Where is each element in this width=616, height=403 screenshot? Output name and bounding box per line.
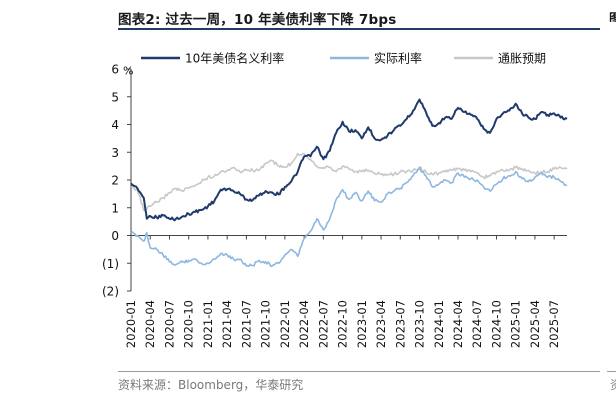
source-note: 资料来源：Bloomberg，华泰研究 — [118, 378, 304, 392]
x-tick-label: 2024-01 — [432, 300, 446, 348]
x-tick-label: 2022-07 — [316, 300, 330, 348]
x-tick-label: 2024-04 — [451, 300, 465, 348]
y-tick-label: (1) — [102, 257, 119, 271]
x-tick-label: 2025-01 — [509, 300, 523, 348]
x-tick-label: 2020-07 — [162, 300, 176, 348]
series-line-2 — [130, 152, 568, 212]
x-tick-label: 2021-04 — [220, 300, 234, 348]
y-tick-label: 3 — [111, 146, 119, 160]
axes: 6 5 4 3 2 1 0 (1) (2)% 2020-01 2020-04 2020-07 2020-… — [102, 63, 567, 348]
y-tick-label: 6 — [111, 63, 119, 77]
series-line-1 — [130, 166, 568, 268]
series-lines — [130, 98, 568, 268]
x-tick-label: 2021-10 — [259, 300, 273, 348]
title-divider — [118, 28, 600, 30]
y-tick-label: 5 — [111, 90, 119, 104]
legend-label-2: 通胀预期 — [498, 52, 546, 66]
y-tick-label: (2) — [102, 285, 119, 299]
series-line-0 — [130, 98, 568, 222]
x-tick-label: 2022-01 — [278, 300, 292, 348]
x-tick-label: 2023-04 — [374, 300, 388, 348]
figure-title: 图表2: 过去一周，10 年美债利率下降 7bps — [118, 12, 397, 28]
x-tick-label: 2023-01 — [355, 300, 369, 348]
x-tick-label: 2021-07 — [239, 300, 253, 348]
x-tick-label: 2024-07 — [470, 300, 484, 348]
figure-header: 图表2: 过去一周，10 年美债利率下降 7bps — [0, 6, 600, 28]
x-tick-label: 2020-10 — [182, 300, 196, 348]
y-tick-label: 2 — [111, 174, 119, 188]
y-unit-label: % — [123, 65, 133, 78]
x-tick-label: 2022-10 — [336, 300, 350, 348]
adjacent-source-fragment: 资 — [610, 376, 616, 390]
x-tick-label: 2025-07 — [547, 300, 561, 348]
y-tick-label: 0 — [111, 229, 119, 243]
y-tick-label: 4 — [111, 118, 119, 132]
x-tick-label: 2020-04 — [143, 300, 157, 348]
adjacent-figure-title-fragment: 图 — [609, 12, 616, 22]
x-tick-label: 2021-01 — [201, 300, 215, 348]
x-tick-label: 2023-10 — [413, 300, 427, 348]
x-tick-label: 2022-04 — [297, 300, 311, 348]
legend: 10年美债名义利率 实际利率 通胀预期 — [141, 51, 546, 66]
x-tick-label: 2020-01 — [124, 300, 138, 348]
footer-divider — [118, 371, 600, 372]
legend-label-0: 10年美债名义利率 — [185, 51, 284, 66]
legend-label-1: 实际利率 — [374, 51, 422, 66]
x-tick-label: 2025-04 — [528, 300, 542, 348]
y-tick-label: 1 — [111, 201, 119, 215]
x-tick-label: 2024-10 — [489, 300, 503, 348]
adjacent-footer-divider — [607, 371, 616, 372]
x-tick-label: 2023-07 — [393, 300, 407, 348]
